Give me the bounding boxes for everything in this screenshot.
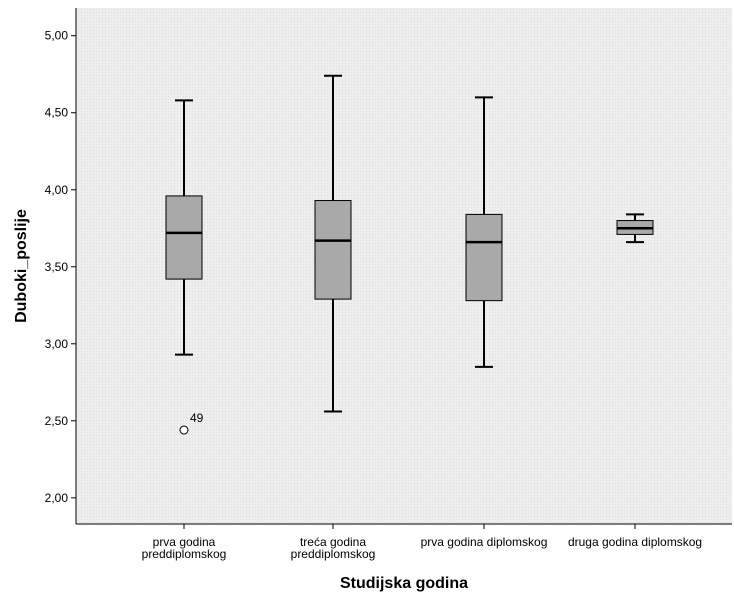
y-tick-label: 3,50 bbox=[45, 260, 69, 274]
x-tick-label: treća godina preddiplomskog bbox=[291, 535, 376, 561]
box bbox=[465, 213, 503, 302]
box bbox=[165, 195, 203, 280]
y-tick-label: 5,00 bbox=[45, 29, 69, 43]
x-axis-title: Studijska godina bbox=[340, 575, 468, 592]
y-tick-label: 2,00 bbox=[45, 491, 69, 505]
outlier-label: 49 bbox=[190, 411, 204, 425]
y-tick-label: 3,00 bbox=[45, 337, 69, 351]
x-tick-label: prva godina preddiplomskog bbox=[142, 535, 227, 561]
y-tick-label: 4,50 bbox=[45, 106, 69, 120]
y-axis-title: Duboki_poslije bbox=[13, 209, 30, 323]
y-tick-label: 2,50 bbox=[45, 414, 69, 428]
box bbox=[314, 200, 352, 300]
y-tick-label: 4,00 bbox=[45, 183, 69, 197]
x-tick-label: prva godina diplomskog bbox=[421, 535, 548, 549]
outlier-point bbox=[179, 425, 189, 435]
x-tick-label: druga godina diplomskog bbox=[568, 535, 702, 549]
